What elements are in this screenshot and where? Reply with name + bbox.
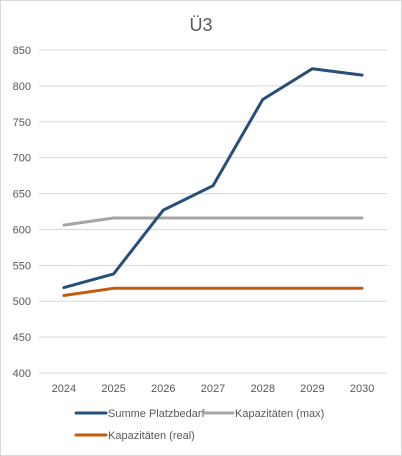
y-tick-label: 750 xyxy=(13,117,31,129)
y-tick-label: 800 xyxy=(13,81,31,93)
series-line xyxy=(62,216,364,227)
x-tick-label: 2026 xyxy=(151,383,175,395)
chart-title: Ü3 xyxy=(189,15,212,35)
x-tick-label: 2027 xyxy=(201,383,225,395)
y-tick-label: 700 xyxy=(13,153,31,165)
legend-label: Kapazitäten (real) xyxy=(108,430,195,442)
x-axis-tick-labels: 2024 2025 2026 2027 2028 2029 2030 xyxy=(52,383,375,395)
x-tick-label: 2030 xyxy=(350,383,374,395)
y-tick-label: 550 xyxy=(13,260,31,272)
x-tick-label: 2024 xyxy=(52,383,76,395)
y-tick-label: 600 xyxy=(13,224,31,236)
y-tick-label: 400 xyxy=(13,368,31,380)
series-lines xyxy=(62,67,364,297)
y-tick-label: 850 xyxy=(13,45,31,57)
legend-label: Kapazitäten (max) xyxy=(235,408,324,420)
y-tick-label: 500 xyxy=(13,296,31,308)
x-tick-label: 2029 xyxy=(300,383,324,395)
x-tick-label: 2028 xyxy=(250,383,274,395)
series-line xyxy=(62,67,364,290)
y-tick-label: 450 xyxy=(13,332,31,344)
legend-label: Summe Platzbedarf xyxy=(108,408,206,420)
x-tick-label: 2025 xyxy=(101,383,125,395)
series-line xyxy=(62,286,364,297)
legend: Summe Platzbedarf Kapazitäten (max) Kapazi… xyxy=(74,408,324,442)
y-tick-label: 650 xyxy=(13,189,31,201)
y-axis-tick-labels: 400 450 500 550 600 650 700 750 800 850 xyxy=(13,45,31,380)
grid-lines xyxy=(39,49,387,374)
